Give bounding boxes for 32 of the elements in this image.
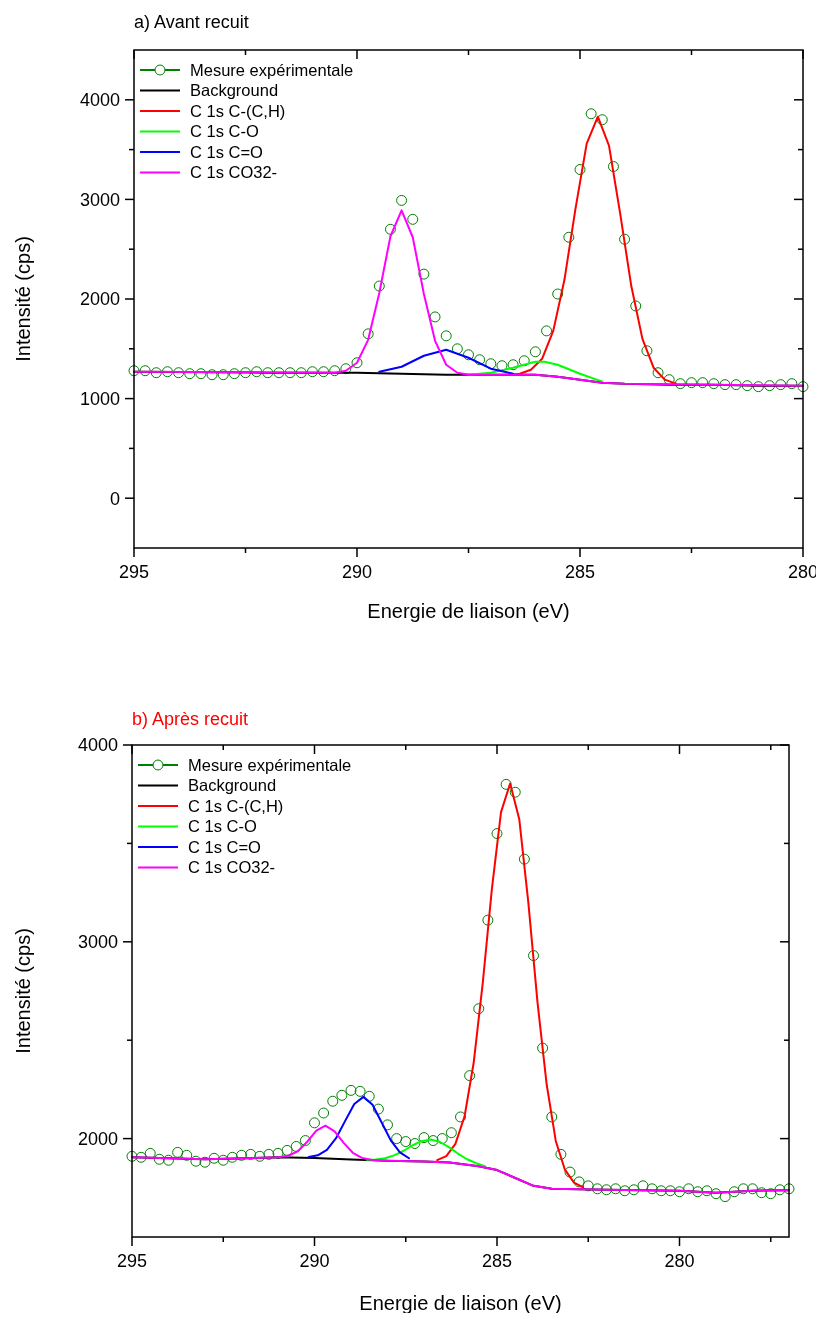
- y-tick-label: 4000: [77, 735, 118, 756]
- legend-label: C 1s C=O: [188, 837, 262, 856]
- x-tick-label: 290: [341, 562, 373, 582]
- x-tick-label: 295: [116, 1251, 148, 1271]
- x-axis-title: Energie de liaison (eV): [367, 600, 570, 622]
- legend-label: Background: [188, 776, 277, 795]
- legend-label: C 1s C=O: [190, 142, 264, 161]
- x-tick-label: 285: [564, 562, 596, 582]
- y-axis-title: Intensité (cps): [12, 236, 34, 362]
- legend-label: C 1s C-O: [190, 122, 259, 141]
- x-tick-label: 280: [664, 1251, 695, 1271]
- y-axis-title: Intensité (cps): [12, 928, 34, 1054]
- legend-label: C 1s CO32-: [190, 163, 278, 182]
- x-tick-label: 290: [299, 1251, 330, 1271]
- legend-label: C 1s C-(C,H): [188, 796, 284, 815]
- y-tick-label: 2000: [77, 1128, 118, 1149]
- y-tick-label: 4000: [79, 90, 120, 111]
- y-tick-label: 2000: [79, 289, 120, 310]
- y-tick-label: 0: [109, 488, 120, 509]
- x-tick-label: 295: [118, 562, 150, 582]
- chart-title: a) Avant recuit: [134, 12, 249, 32]
- legend-label: C 1s C-(C,H): [190, 101, 286, 120]
- x-tick-label: 285: [481, 1251, 513, 1271]
- legend-label: C 1s C-O: [188, 817, 257, 836]
- y-tick-label: 3000: [79, 189, 120, 210]
- legend-label: C 1s CO32-: [188, 858, 276, 877]
- legend-label: Mesure expérimentale: [188, 755, 352, 774]
- y-tick-label: 3000: [77, 932, 118, 953]
- legend-label: Mesure expérimentale: [190, 60, 354, 79]
- legend-label: Background: [190, 81, 279, 100]
- chart-title: b) Après recuit: [132, 709, 249, 729]
- y-tick-label: 1000: [79, 388, 120, 409]
